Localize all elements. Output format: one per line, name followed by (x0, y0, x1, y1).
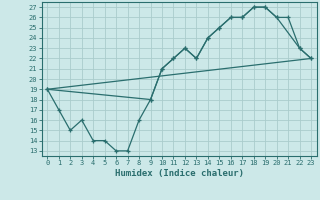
X-axis label: Humidex (Indice chaleur): Humidex (Indice chaleur) (115, 169, 244, 178)
